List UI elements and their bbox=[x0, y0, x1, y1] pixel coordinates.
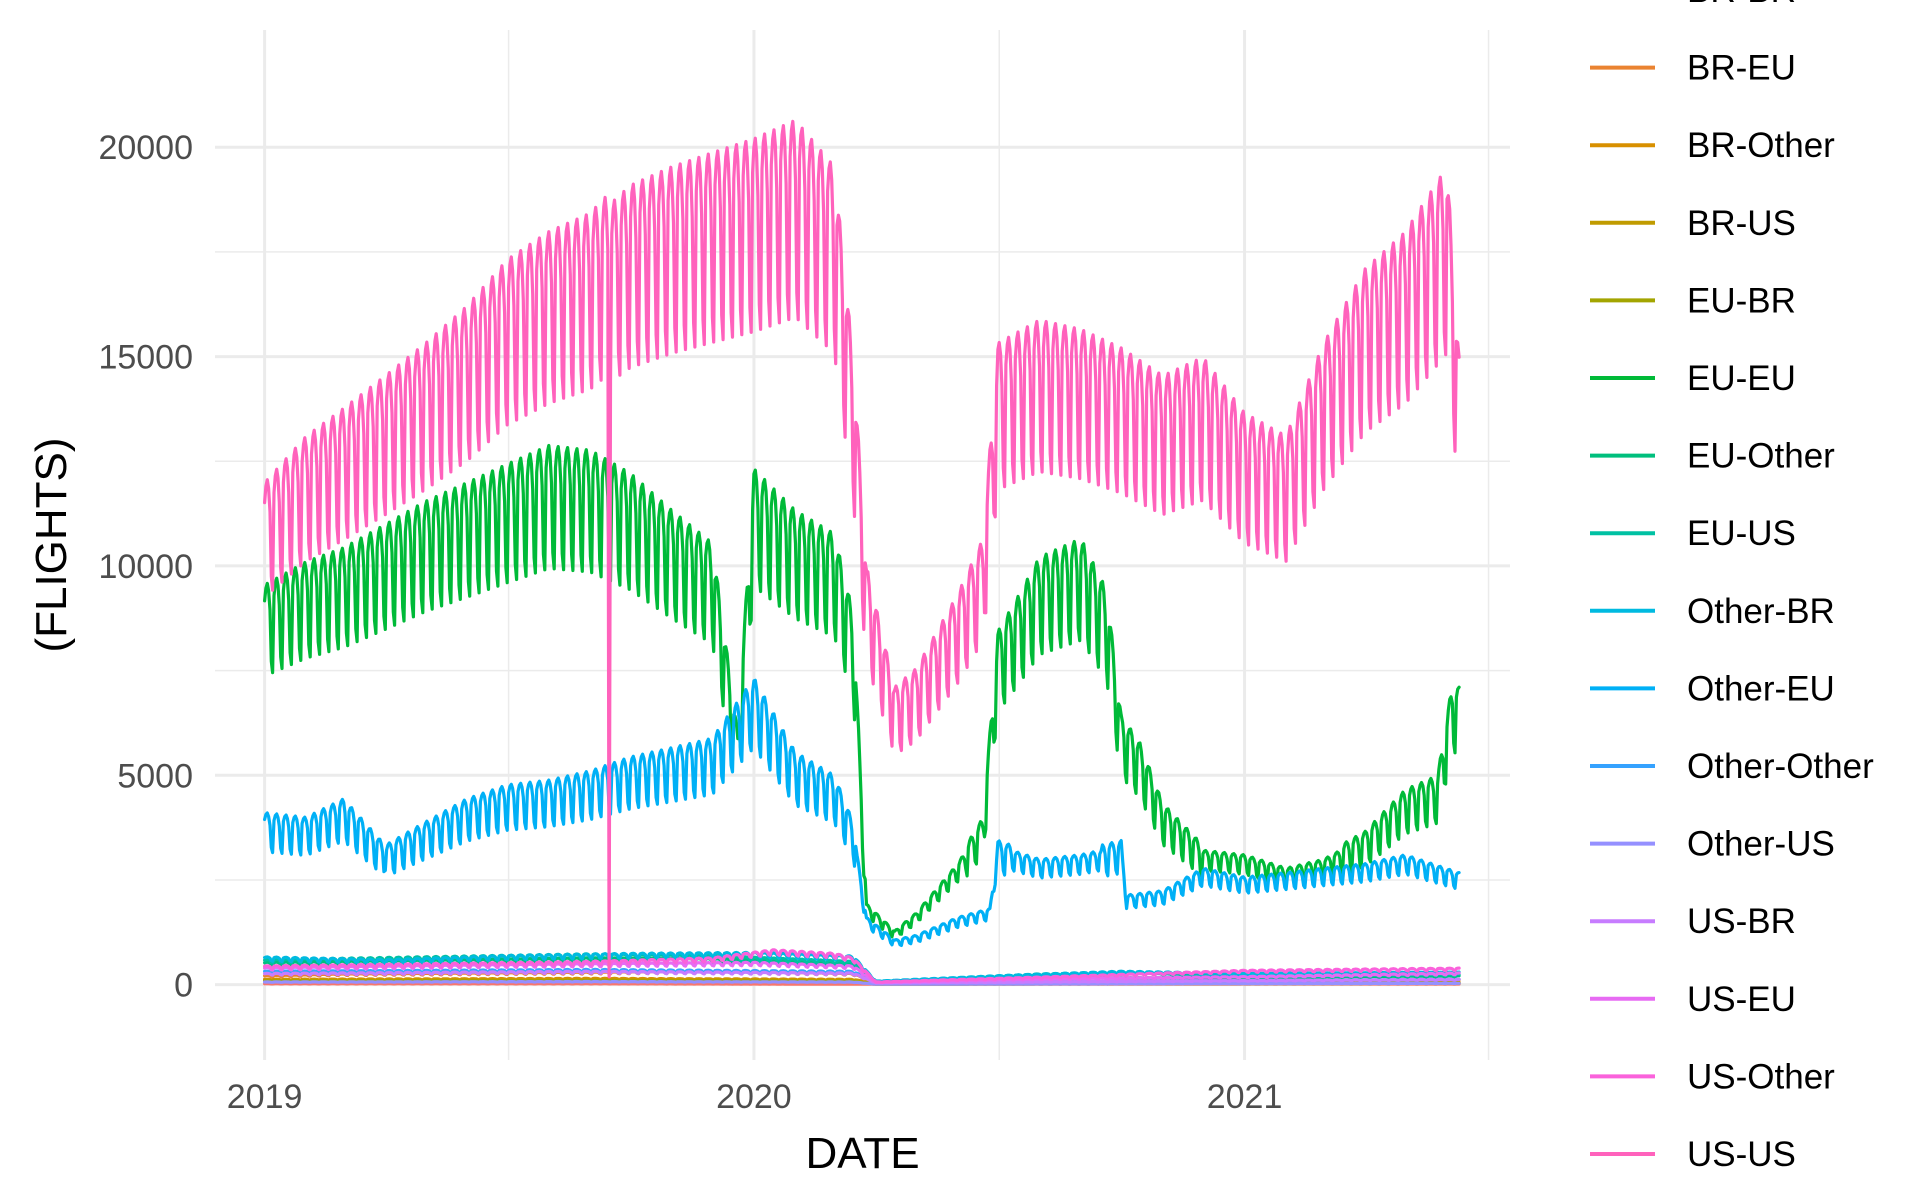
series-line-other-us bbox=[263, 979, 1461, 986]
legend-label-other-br: Other-BR bbox=[1687, 592, 1835, 631]
y-axis-title: (FLIGHTS) bbox=[27, 437, 76, 652]
legend-label-us-us: US-US bbox=[1687, 1135, 1796, 1174]
grid bbox=[215, 30, 1510, 1060]
x-axis-title: DATE bbox=[805, 1129, 919, 1178]
legend-label-eu-eu: EU-EU bbox=[1687, 359, 1796, 398]
legend-label-us-eu: US-EU bbox=[1687, 980, 1796, 1019]
series-line-us-other bbox=[263, 948, 1461, 984]
series-lines bbox=[263, 119, 1461, 986]
legend-label-us-other: US-Other bbox=[1687, 1057, 1835, 1096]
legend: BR-BR BR-EU BR-Other BR-US EU-BR EU-EU EU-Othe… bbox=[1590, 0, 1874, 1174]
y-tick-label: 15000 bbox=[98, 339, 193, 377]
y-tick-label: 0 bbox=[174, 967, 193, 1005]
series-line-us-us bbox=[263, 119, 1461, 979]
y-tick-label: 10000 bbox=[98, 548, 193, 586]
legend-label-eu-br: EU-BR bbox=[1687, 281, 1796, 320]
legend-label-us-br: US-BR bbox=[1687, 902, 1796, 941]
legend-label-br-br: BR-BR bbox=[1687, 0, 1796, 10]
legend-label-other-eu: Other-EU bbox=[1687, 669, 1835, 708]
y-tick-label: 20000 bbox=[98, 129, 193, 167]
legend-label-other-other: Other-Other bbox=[1687, 747, 1874, 786]
series-line-other-eu bbox=[263, 678, 1461, 947]
legend-label-br-other: BR-Other bbox=[1687, 126, 1835, 165]
series-line-us-br bbox=[263, 969, 1461, 985]
y-tick-label: 5000 bbox=[117, 757, 193, 795]
axes: 0 5000 10000 15000 20000 2019 2020 2021 bbox=[98, 129, 1282, 1116]
legend-label-other-us: Other-US bbox=[1687, 825, 1835, 864]
series-line-us-eu bbox=[263, 960, 1461, 985]
legend-label-br-eu: BR-EU bbox=[1687, 49, 1796, 88]
x-tick-label: 2020 bbox=[716, 1078, 792, 1116]
x-tick-label: 2019 bbox=[227, 1078, 303, 1116]
legend-label-eu-us: EU-US bbox=[1687, 514, 1796, 553]
series-line-eu-eu bbox=[263, 443, 1461, 939]
x-tick-label: 2021 bbox=[1207, 1078, 1283, 1116]
legend-label-eu-other: EU-Other bbox=[1687, 437, 1835, 476]
legend-label-br-us: BR-US bbox=[1687, 204, 1796, 243]
